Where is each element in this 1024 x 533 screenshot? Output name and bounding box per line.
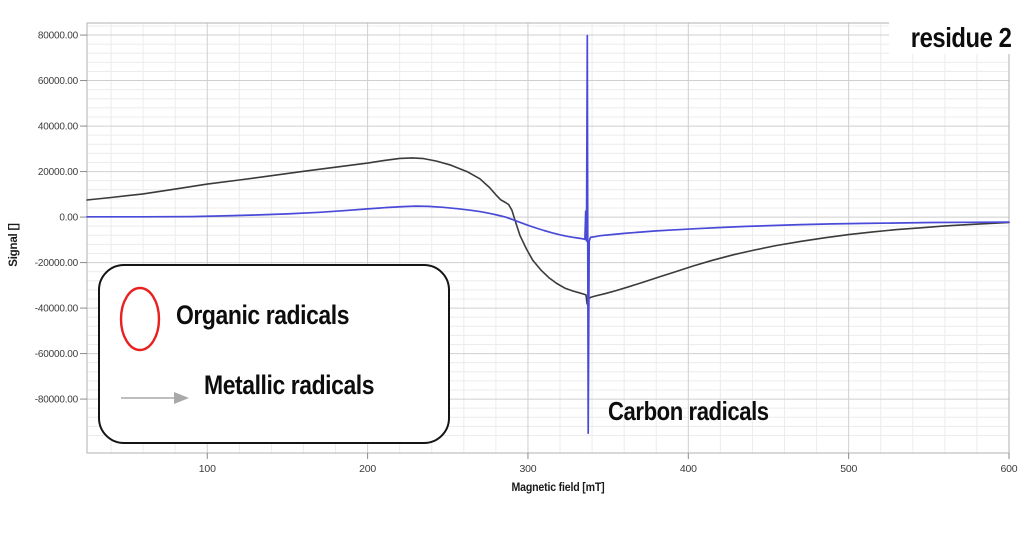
legend-box: Organic radicals Metallic radicals <box>98 264 450 444</box>
y-axis-title: Signal [] <box>8 223 20 267</box>
y-tick-label: 0.00 <box>59 213 78 224</box>
y-tick-label: 20000.00 <box>38 167 79 178</box>
y-tick-label: -80000.00 <box>35 395 79 406</box>
y-tick-label: 60000.00 <box>38 76 79 87</box>
y-tick-label: 40000.00 <box>38 122 79 133</box>
annotation-carbon-radicals-text: Carbon radicals <box>608 396 769 426</box>
y-tick-label: -20000.00 <box>35 258 79 269</box>
x-tick-label: 300 <box>519 463 536 475</box>
x-tick-label: 100 <box>199 463 216 475</box>
legend-label-organic-radicals: Organic radicals <box>176 300 350 330</box>
annotation-residue-2-text: residue 2 <box>910 22 1011 53</box>
gray-arrow-icon <box>121 392 189 404</box>
annotation-residue-2: residue 2 <box>888 22 1015 54</box>
plot-border <box>86 22 1010 454</box>
x-axis-title: Magnetic field [mT] <box>511 482 605 494</box>
x-tick-label: 400 <box>680 463 697 475</box>
annotation-carbon-radicals: Carbon radicals <box>608 396 797 426</box>
series-black-curve <box>86 157 1010 305</box>
series-blue-curve <box>86 34 1010 435</box>
x-tick-label: 600 <box>1001 463 1018 475</box>
x-tick-label: 200 <box>359 463 376 475</box>
y-tick-label: -60000.00 <box>35 349 79 360</box>
red-ellipse-icon <box>119 286 161 352</box>
y-tick-label: -40000.00 <box>35 304 79 315</box>
y-tick-label: 80000.00 <box>38 31 79 42</box>
x-tick-label: 500 <box>840 463 857 475</box>
legend-label-metallic-radicals: Metallic radicals <box>204 370 375 400</box>
